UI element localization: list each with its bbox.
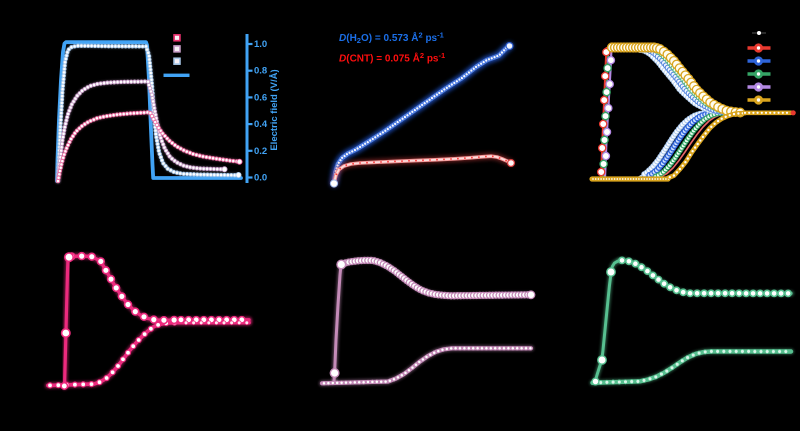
svg-text:0.4: 0.4 bbox=[254, 119, 268, 130]
svg-text:0.8: 0.8 bbox=[254, 66, 267, 77]
svg-text:0.0: 0.0 bbox=[254, 173, 267, 184]
svg-text:Electric field (V/Å): Electric field (V/Å) bbox=[269, 69, 280, 150]
svg-text:0.6: 0.6 bbox=[254, 92, 267, 103]
svg-text:D(H2O) = 0.573 Å2 ps-1: D(H2O) = 0.573 Å2 ps-1 bbox=[339, 30, 444, 44]
svg-text:0.2: 0.2 bbox=[254, 146, 267, 157]
svg-text:1.0: 1.0 bbox=[254, 39, 267, 50]
svg-text:D(CNT) = 0.075 Å2 ps-1: D(CNT) = 0.075 Å2 ps-1 bbox=[339, 51, 445, 65]
